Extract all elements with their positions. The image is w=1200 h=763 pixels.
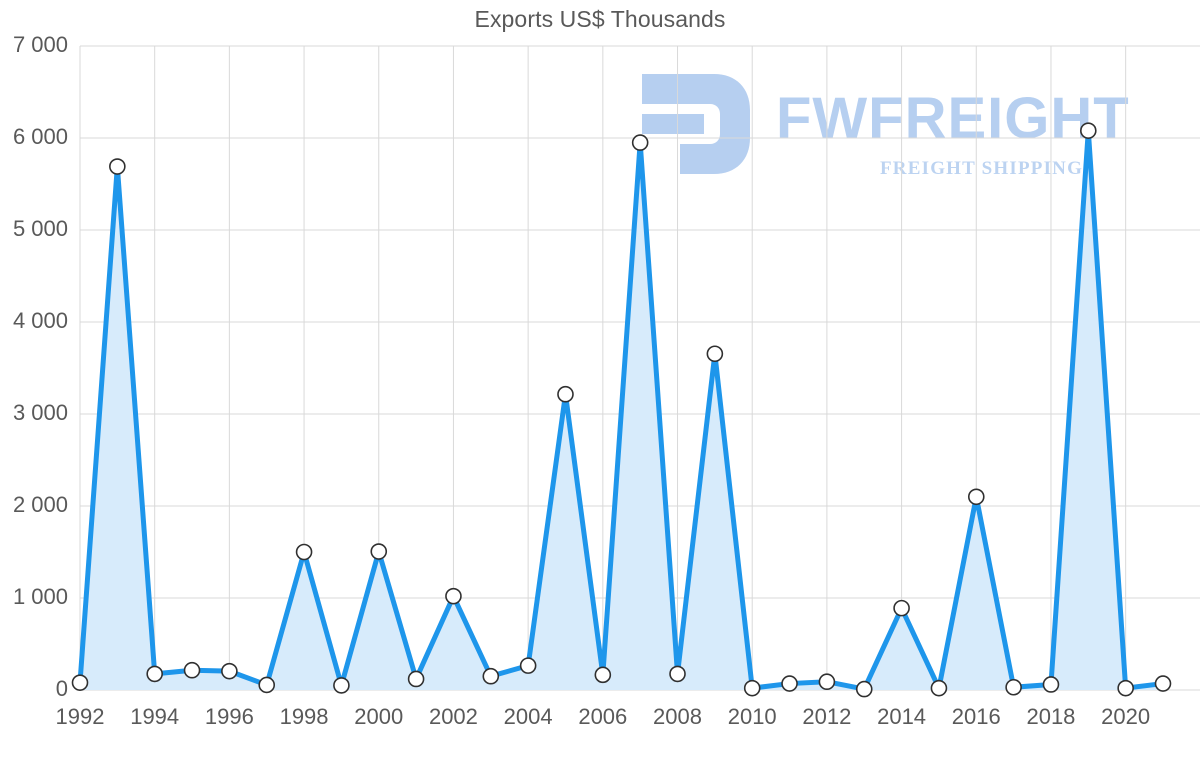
data-point-marker[interactable] <box>221 662 238 680</box>
x-axis-tick-label: 2018 <box>1026 704 1076 729</box>
data-point-markers <box>71 122 1172 698</box>
data-point-marker[interactable] <box>258 676 276 694</box>
data-point-marker[interactable] <box>1117 679 1134 697</box>
x-axis-tick-label: 1992 <box>55 704 105 729</box>
x-axis-tick-label: 1994 <box>130 704 180 729</box>
data-point-marker[interactable] <box>183 661 201 679</box>
y-axis-tick-label: 7 000 <box>12 32 68 57</box>
x-axis-tick-label: 2008 <box>653 704 702 729</box>
x-axis-tick-label: 2000 <box>354 704 404 729</box>
y-axis-tick-label: 6 000 <box>12 124 68 149</box>
chart-title: Exports US$ Thousands <box>474 6 726 32</box>
data-point-marker[interactable] <box>669 665 686 683</box>
y-axis-tick-label: 2 000 <box>12 492 68 517</box>
data-point-marker[interactable] <box>1080 122 1097 139</box>
data-point-marker[interactable] <box>557 385 574 403</box>
y-axis-tick-label: 1 000 <box>12 584 68 609</box>
data-point-marker[interactable] <box>743 679 761 697</box>
data-point-marker[interactable] <box>295 543 313 561</box>
x-axis-tick-label: 1998 <box>279 704 329 729</box>
data-point-marker[interactable] <box>407 670 425 688</box>
data-point-marker[interactable] <box>631 134 649 151</box>
data-point-marker[interactable] <box>1154 675 1172 692</box>
data-point-marker[interactable] <box>1005 678 1022 696</box>
x-axis-tick-label: 1996 <box>204 704 254 729</box>
y-axis-tick-label: 0 <box>55 676 68 701</box>
data-point-marker[interactable] <box>333 677 350 694</box>
x-axis-tick-label: 2016 <box>951 704 1001 729</box>
data-point-marker[interactable] <box>482 667 500 685</box>
y-axis-tick-label: 3 000 <box>12 400 68 425</box>
data-point-marker[interactable] <box>370 543 388 560</box>
data-point-marker[interactable] <box>706 345 724 363</box>
x-axis-tick-label: 2004 <box>503 704 553 729</box>
x-axis-tick-label: 2012 <box>802 704 852 729</box>
x-axis-tick-label: 2010 <box>727 704 777 729</box>
x-axis-tick-label: 2014 <box>877 704 927 729</box>
data-point-marker[interactable] <box>930 679 948 697</box>
y-axis-tick-label: 5 000 <box>12 216 68 241</box>
data-point-marker[interactable] <box>855 680 873 698</box>
x-axis-tick-label: 2006 <box>578 704 628 729</box>
data-point-marker[interactable] <box>1042 676 1060 693</box>
data-point-marker[interactable] <box>445 587 462 605</box>
x-axis-tick-label: 2020 <box>1101 704 1151 729</box>
data-point-marker[interactable] <box>71 674 89 691</box>
y-axis-tick-label: 4 000 <box>12 308 68 333</box>
data-point-marker[interactable] <box>146 665 163 683</box>
data-point-marker[interactable] <box>519 657 537 674</box>
x-axis-tick-label: 2002 <box>428 704 478 729</box>
data-point-marker[interactable] <box>893 599 910 617</box>
data-point-marker[interactable] <box>594 666 612 684</box>
data-point-marker[interactable] <box>967 488 985 506</box>
data-point-marker[interactable] <box>818 673 836 691</box>
data-point-marker[interactable] <box>781 675 798 692</box>
data-point-marker[interactable] <box>109 158 126 175</box>
